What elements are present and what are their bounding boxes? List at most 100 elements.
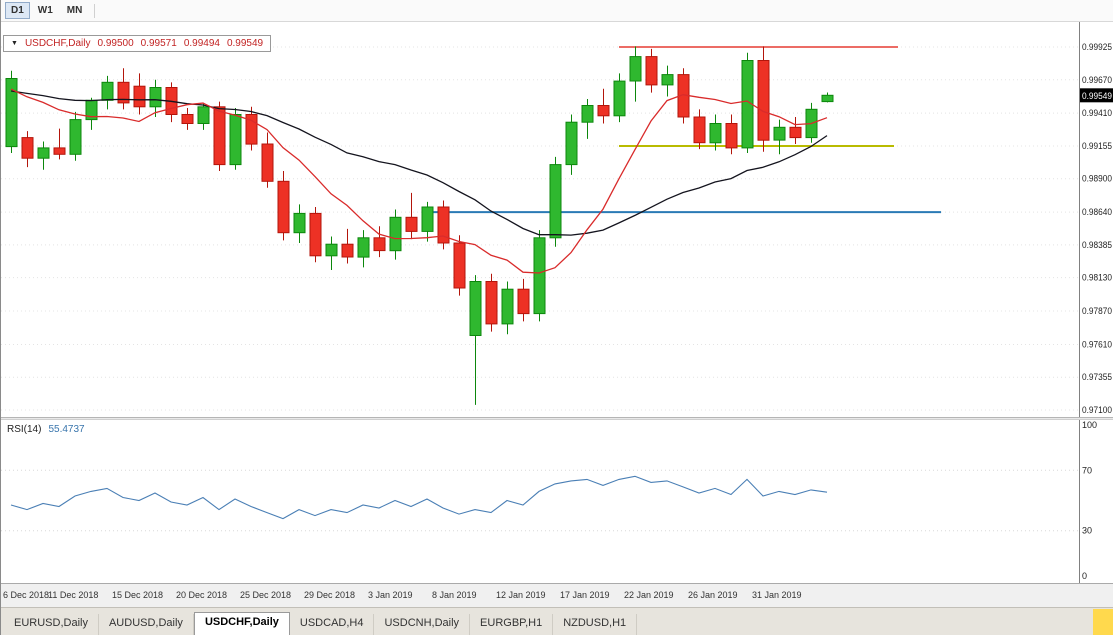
current-price-tag xyxy=(1080,88,1113,103)
candle-up xyxy=(389,216,402,252)
date-label: 20 Dec 2018 xyxy=(176,590,228,600)
rsi-tick-label: 100 xyxy=(1082,420,1097,430)
price-chart-panel[interactable]: 0.99925 0.99670 0.99410 0.99155 0.98900 0.986… xyxy=(1,22,1113,417)
candle-down xyxy=(53,147,66,155)
candle-down xyxy=(245,114,258,145)
symbol-dropdown-icon[interactable]: ▼ xyxy=(11,40,18,47)
candle-up xyxy=(469,281,482,336)
panel-splitter[interactable] xyxy=(1,417,1113,420)
candle-down xyxy=(645,56,658,86)
tab-eurgbp-h1[interactable]: EURGBP,H1 xyxy=(470,614,554,635)
corner-marker xyxy=(1093,609,1113,635)
candle-up xyxy=(565,121,578,166)
candle-up xyxy=(581,105,594,123)
close-price: 0.99549 xyxy=(226,38,264,49)
candle-down xyxy=(757,60,770,141)
timeframe-w1-button[interactable]: W1 xyxy=(32,2,59,19)
tab-audusd-daily[interactable]: AUDUSD,Daily xyxy=(99,614,194,635)
candle-down xyxy=(405,216,418,232)
time-axis[interactable]: 6 Dec 2018 11 Dec 2018 15 Dec 2018 20 Dec 2… xyxy=(1,583,1113,607)
date-label: 15 Dec 2018 xyxy=(112,590,164,600)
rsi-line xyxy=(10,475,828,520)
timeframe-d1-button[interactable]: D1 xyxy=(5,2,30,19)
candle-up xyxy=(821,94,834,103)
candle-up xyxy=(629,56,642,82)
candle-down xyxy=(309,212,322,257)
candle-up xyxy=(709,123,722,144)
rsi-value: 55.4737 xyxy=(48,424,85,435)
date-label: 6 Dec 2018 xyxy=(3,590,50,600)
candle-down xyxy=(437,206,450,244)
candle-up xyxy=(421,206,434,232)
candle-up xyxy=(293,212,306,234)
toolbar-divider xyxy=(94,3,96,18)
rsi-indicator-label: RSI(14) 55.4737 xyxy=(7,424,85,435)
price-tick-label: 0.98640 xyxy=(1082,207,1112,217)
candle-down xyxy=(597,105,610,117)
candle-down xyxy=(21,137,34,159)
date-label: 29 Dec 2018 xyxy=(304,590,356,600)
candle-down xyxy=(453,242,466,289)
date-label: 11 Dec 2018 xyxy=(48,590,99,600)
candle-down xyxy=(725,123,738,149)
tab-eurusd-daily[interactable]: EURUSD,Daily xyxy=(4,614,99,635)
candle-up xyxy=(197,106,210,125)
price-tick-label: 0.98900 xyxy=(1082,174,1112,184)
candle-up xyxy=(37,147,50,159)
current-price-value: 0.99549 xyxy=(1082,91,1112,101)
candle-down xyxy=(789,126,802,139)
ma-fast-line xyxy=(10,88,828,274)
open-price: 0.99500 xyxy=(97,38,134,49)
low-price: 0.99494 xyxy=(183,38,220,49)
date-label: 22 Jan 2019 xyxy=(624,590,674,600)
date-label: 12 Jan 2019 xyxy=(496,590,546,600)
rsi-panel[interactable]: 100 70 30 0 RSI(14) 55.4737 xyxy=(1,420,1113,583)
tab-nzdusd-h1[interactable]: NZDUSD,H1 xyxy=(553,614,638,635)
tab-usdcad-h4[interactable]: USDCAD,H4 xyxy=(290,614,375,635)
price-tick-label: 0.97100 xyxy=(1082,405,1112,415)
candle-down xyxy=(517,288,530,315)
date-label: 3 Jan 2019 xyxy=(368,590,413,600)
rsi-name: RSI(14) xyxy=(7,424,42,435)
price-tick-label: 0.99410 xyxy=(1082,108,1112,118)
candle-up xyxy=(549,164,562,239)
candle-up xyxy=(5,78,18,148)
price-tick-label: 0.97870 xyxy=(1082,306,1112,316)
candle-up xyxy=(325,243,338,257)
price-tick-label: 0.97610 xyxy=(1082,339,1112,349)
candle-down xyxy=(133,85,146,108)
price-tick-label: 0.99670 xyxy=(1082,75,1112,85)
rsi-tick-label: 0 xyxy=(1082,571,1087,581)
candle-down xyxy=(693,116,706,144)
price-tick-label: 0.98130 xyxy=(1082,273,1112,283)
date-label: 25 Dec 2018 xyxy=(240,590,292,600)
date-label: 26 Jan 2019 xyxy=(688,590,738,600)
candle-up xyxy=(501,288,514,325)
tab-usdchf-daily[interactable]: USDCHF,Daily xyxy=(193,612,290,635)
candle-up xyxy=(661,74,674,86)
candle-up xyxy=(357,237,370,258)
tab-usdcnh-daily[interactable]: USDCNH,Daily xyxy=(374,614,471,635)
candle-down xyxy=(485,281,498,325)
candle-down xyxy=(181,114,194,124)
price-tick-label: 0.99155 xyxy=(1082,141,1112,151)
rsi-canvas[interactable]: 100 70 30 0 xyxy=(1,420,1113,583)
candle-up xyxy=(149,87,162,108)
date-label: 17 Jan 2019 xyxy=(560,590,610,600)
candle-up xyxy=(69,119,82,155)
timeframe-mn-button[interactable]: MN xyxy=(61,2,89,19)
ma-slow-line xyxy=(10,90,828,236)
price-tick-label: 0.97355 xyxy=(1082,372,1112,382)
chart-title-box: ▼ USDCHF,Daily 0.99500 0.99571 0.99494 0… xyxy=(3,35,272,52)
chart-symbol-label: USDCHF,Daily xyxy=(24,38,91,49)
high-price: 0.99571 xyxy=(140,38,177,49)
price-chart-canvas[interactable]: 0.99925 0.99670 0.99410 0.99155 0.98900 0.986… xyxy=(1,22,1113,417)
chart-tabs-bar: EURUSD,Daily AUDUSD,Daily USDCHF,Daily U… xyxy=(1,607,1113,635)
rsi-tick-label: 70 xyxy=(1082,465,1092,475)
candle-up xyxy=(101,81,114,101)
candle-up xyxy=(229,114,242,166)
candle-up xyxy=(773,126,786,141)
date-label: 8 Jan 2019 xyxy=(432,590,477,600)
candle-down xyxy=(117,81,130,104)
